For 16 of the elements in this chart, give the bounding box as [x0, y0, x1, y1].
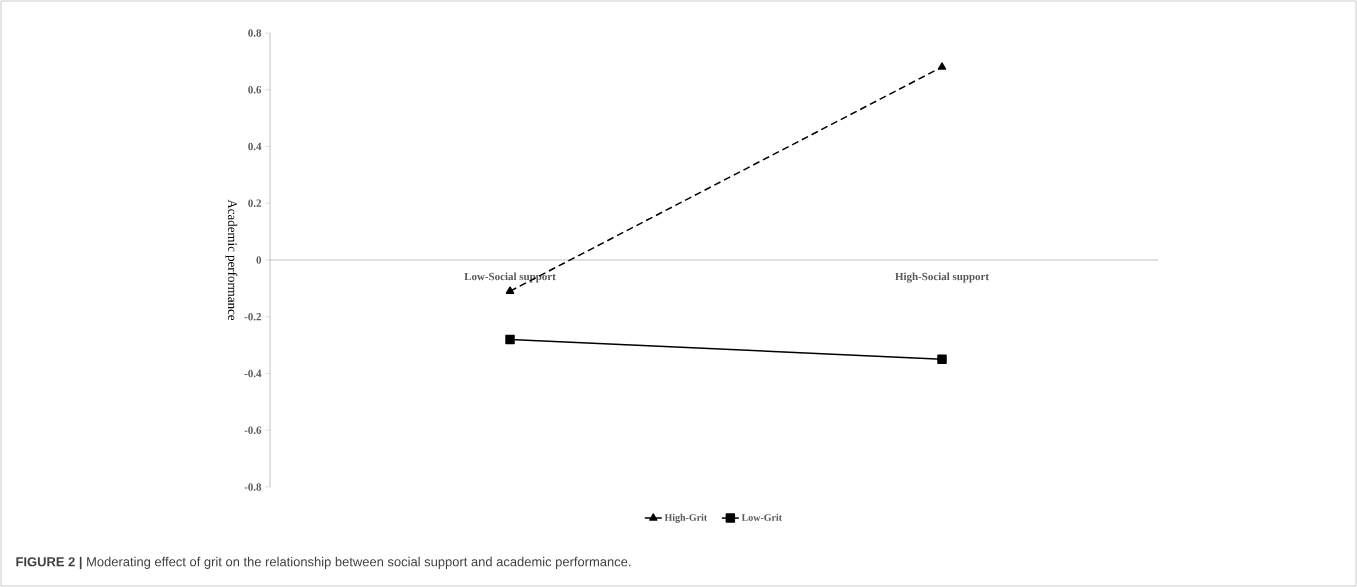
- legend-label: High-Grit: [664, 513, 708, 523]
- point: [505, 334, 515, 345]
- y-tick-label: -0.4: [244, 369, 262, 378]
- y-tick-label: 0.4: [248, 142, 262, 151]
- x-tick-label: High-Social support: [895, 272, 989, 283]
- legend-label: Low-Grit: [741, 513, 782, 521]
- y-tick-label: 0.8: [248, 29, 262, 37]
- y-tick-label: -0.6: [244, 426, 262, 434]
- y-tick-label: 0.2: [248, 199, 262, 207]
- point: [937, 354, 947, 365]
- y-tick-label: 0: [256, 256, 262, 264]
- text: FIGURE 2 | Moderating effect of grit on the relationship between social support and academic performance.: [16, 556, 631, 570]
- y-axis-title: Academic performance: [225, 199, 238, 321]
- y-tick-label: -0.2: [244, 313, 262, 321]
- y-tick-label: -0.8: [244, 483, 262, 491]
- y-tick-label: 0.6: [248, 86, 262, 94]
